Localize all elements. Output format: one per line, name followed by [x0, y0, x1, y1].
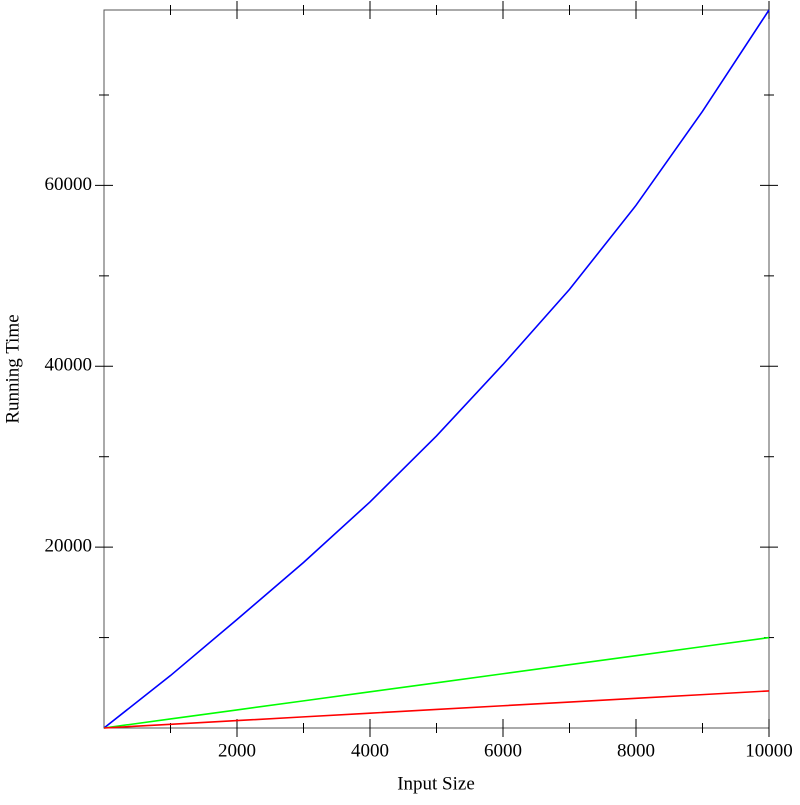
x-tick-label: 4000 [351, 740, 389, 761]
series-line [103, 636, 770, 729]
x-tick-label: 6000 [484, 740, 522, 761]
x-tick-label: 10000 [745, 740, 793, 761]
y-axis-label: Running Time [2, 314, 23, 423]
y-tick-label: 40000 [45, 355, 93, 376]
x-tick-label: 2000 [218, 740, 256, 761]
y-tick-label: 20000 [45, 536, 93, 557]
series-line [103, 690, 770, 729]
y-tick-label: 60000 [45, 174, 93, 195]
series-line [103, 9, 770, 729]
x-axis-label: Input Size [397, 773, 475, 794]
x-tick-label: 8000 [617, 740, 655, 761]
plot-frame [103, 9, 770, 729]
